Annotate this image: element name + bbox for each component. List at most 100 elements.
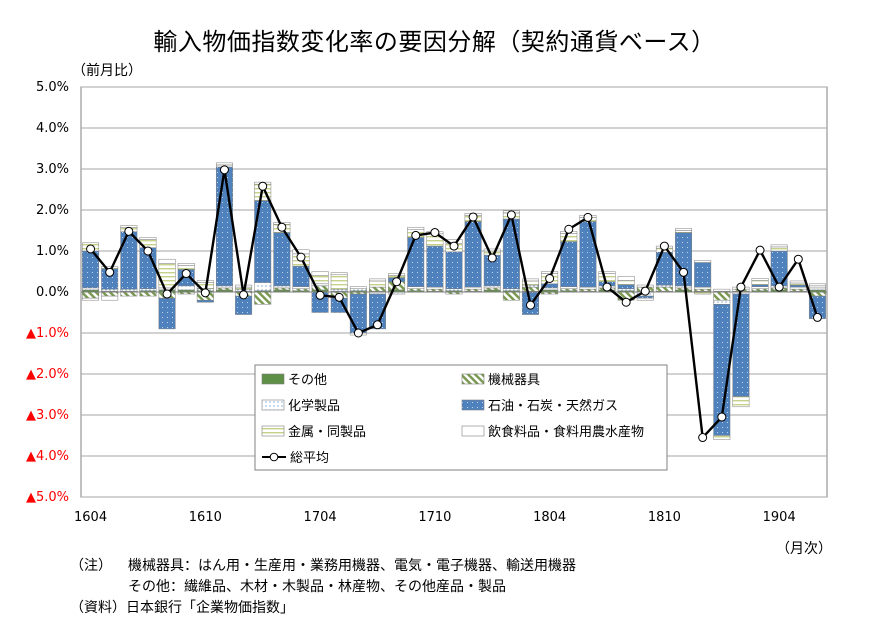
legend-swatch-oil — [461, 399, 485, 411]
bar-oil — [196, 299, 214, 303]
bar-oil — [579, 221, 597, 288]
note-text: 日本銀行「企業物価指数」 — [126, 600, 294, 616]
x-tick-label: 1810 — [648, 510, 681, 525]
total-point — [124, 226, 134, 236]
total-point — [506, 210, 516, 220]
bar-food — [789, 280, 807, 284]
bar-chemical — [713, 299, 731, 305]
bar-metal — [158, 263, 176, 289]
bar-metal — [598, 273, 616, 282]
bar-machinery — [139, 291, 157, 297]
bar-metal — [713, 435, 731, 440]
bar-food — [330, 272, 348, 276]
bar-chemical — [751, 286, 769, 289]
bar-chemical — [292, 286, 310, 289]
bar-oil — [560, 241, 578, 287]
total-point — [640, 286, 650, 296]
bar-metal — [330, 274, 348, 290]
bar-chemical — [522, 284, 539, 288]
bar-food — [770, 244, 788, 248]
total-point — [372, 320, 382, 330]
bar-food — [388, 273, 406, 276]
bar-machinery — [713, 291, 731, 301]
x-tick-label: 1804 — [533, 510, 566, 525]
total-point — [181, 269, 191, 279]
bar-oil — [426, 245, 444, 288]
bar-machinery — [254, 291, 272, 305]
y-axis-unit-label: （前月比） — [72, 63, 142, 79]
plot-area: 5.0% 4.0% 3.0% 2.0% 1.0% 0.0% ▲1.0% ▲2.0% ▲3.0% ▲… — [26, 80, 828, 525]
bar-metal — [751, 280, 769, 285]
legend-swatch-other — [261, 373, 285, 385]
note-label: （注） — [70, 558, 112, 574]
bar-machinery — [120, 291, 138, 297]
bar-food — [349, 286, 367, 289]
bar-oil — [120, 231, 138, 290]
total-point — [545, 273, 555, 283]
legend-label-other: その他 — [288, 373, 327, 388]
bar-chemical — [675, 285, 693, 289]
bar-chemical — [617, 288, 635, 292]
bar-machinery — [655, 286, 673, 292]
total-point — [659, 241, 669, 251]
total-point — [105, 267, 115, 277]
bar-chemical — [655, 284, 673, 288]
legend-box — [254, 364, 668, 471]
total-point — [353, 328, 363, 338]
total-point — [526, 300, 536, 310]
bar-food — [139, 237, 157, 240]
total-point — [564, 224, 574, 234]
bar-food — [694, 260, 712, 263]
bar-food — [617, 276, 635, 281]
bar-chemical — [330, 288, 348, 292]
bar-food — [196, 280, 214, 283]
total-point — [315, 290, 325, 300]
y-tick-label: ▲4.0% — [26, 449, 69, 464]
bar-chemical — [254, 282, 272, 292]
bar-machinery — [560, 288, 578, 292]
bar-food — [215, 162, 233, 166]
total-point — [239, 290, 249, 300]
bar-machinery — [579, 288, 597, 292]
legend-label-metal: 金属・同製品 — [288, 424, 366, 440]
bar-machinery — [789, 288, 807, 292]
bar-chemical — [694, 286, 712, 290]
bar-metal — [770, 246, 788, 252]
notes-block: （注） 機械器具：はん用・生産用・業務用機器、電気・電子機器、輸送用機器 その他：… — [70, 556, 576, 619]
bar-machinery — [292, 288, 310, 292]
bar-metal — [617, 280, 635, 285]
bar-food — [177, 263, 195, 266]
bar-metal — [369, 280, 386, 288]
bar-oil — [617, 284, 635, 289]
bar-oil — [789, 284, 807, 288]
bar-oil — [215, 166, 233, 287]
total-point — [162, 289, 172, 299]
note-label: （資料） — [70, 600, 126, 616]
bar-chemical — [120, 288, 138, 292]
total-point — [793, 254, 803, 264]
x-tick-label: 1704 — [304, 510, 337, 525]
bar-machinery — [426, 288, 444, 292]
total-point — [755, 245, 765, 255]
bar-chemical — [579, 286, 597, 290]
bar-chemical — [177, 285, 195, 291]
y-tick-label: ▲2.0% — [26, 367, 69, 382]
bar-chemical — [215, 285, 233, 289]
bar-food — [675, 228, 693, 231]
total-point — [200, 288, 210, 298]
bar-machinery — [369, 286, 386, 292]
bar-chemical — [273, 285, 291, 289]
bar-metal — [636, 297, 654, 301]
x-axis-unit-label: （月次） — [776, 541, 832, 557]
bar-chemical — [349, 288, 367, 292]
bar-machinery — [215, 287, 233, 291]
note-text: 機械器具：はん用・生産用・業務用機器、電気・電子機器、輸送用機器 — [128, 558, 576, 574]
y-tick-label: 5.0% — [36, 80, 69, 95]
bar-chemical — [101, 288, 119, 292]
bar-chemical — [445, 288, 463, 292]
bar-food — [713, 288, 731, 292]
bar-oil — [694, 262, 712, 288]
legend-swatch-food — [461, 425, 485, 437]
bar-food — [82, 297, 100, 301]
